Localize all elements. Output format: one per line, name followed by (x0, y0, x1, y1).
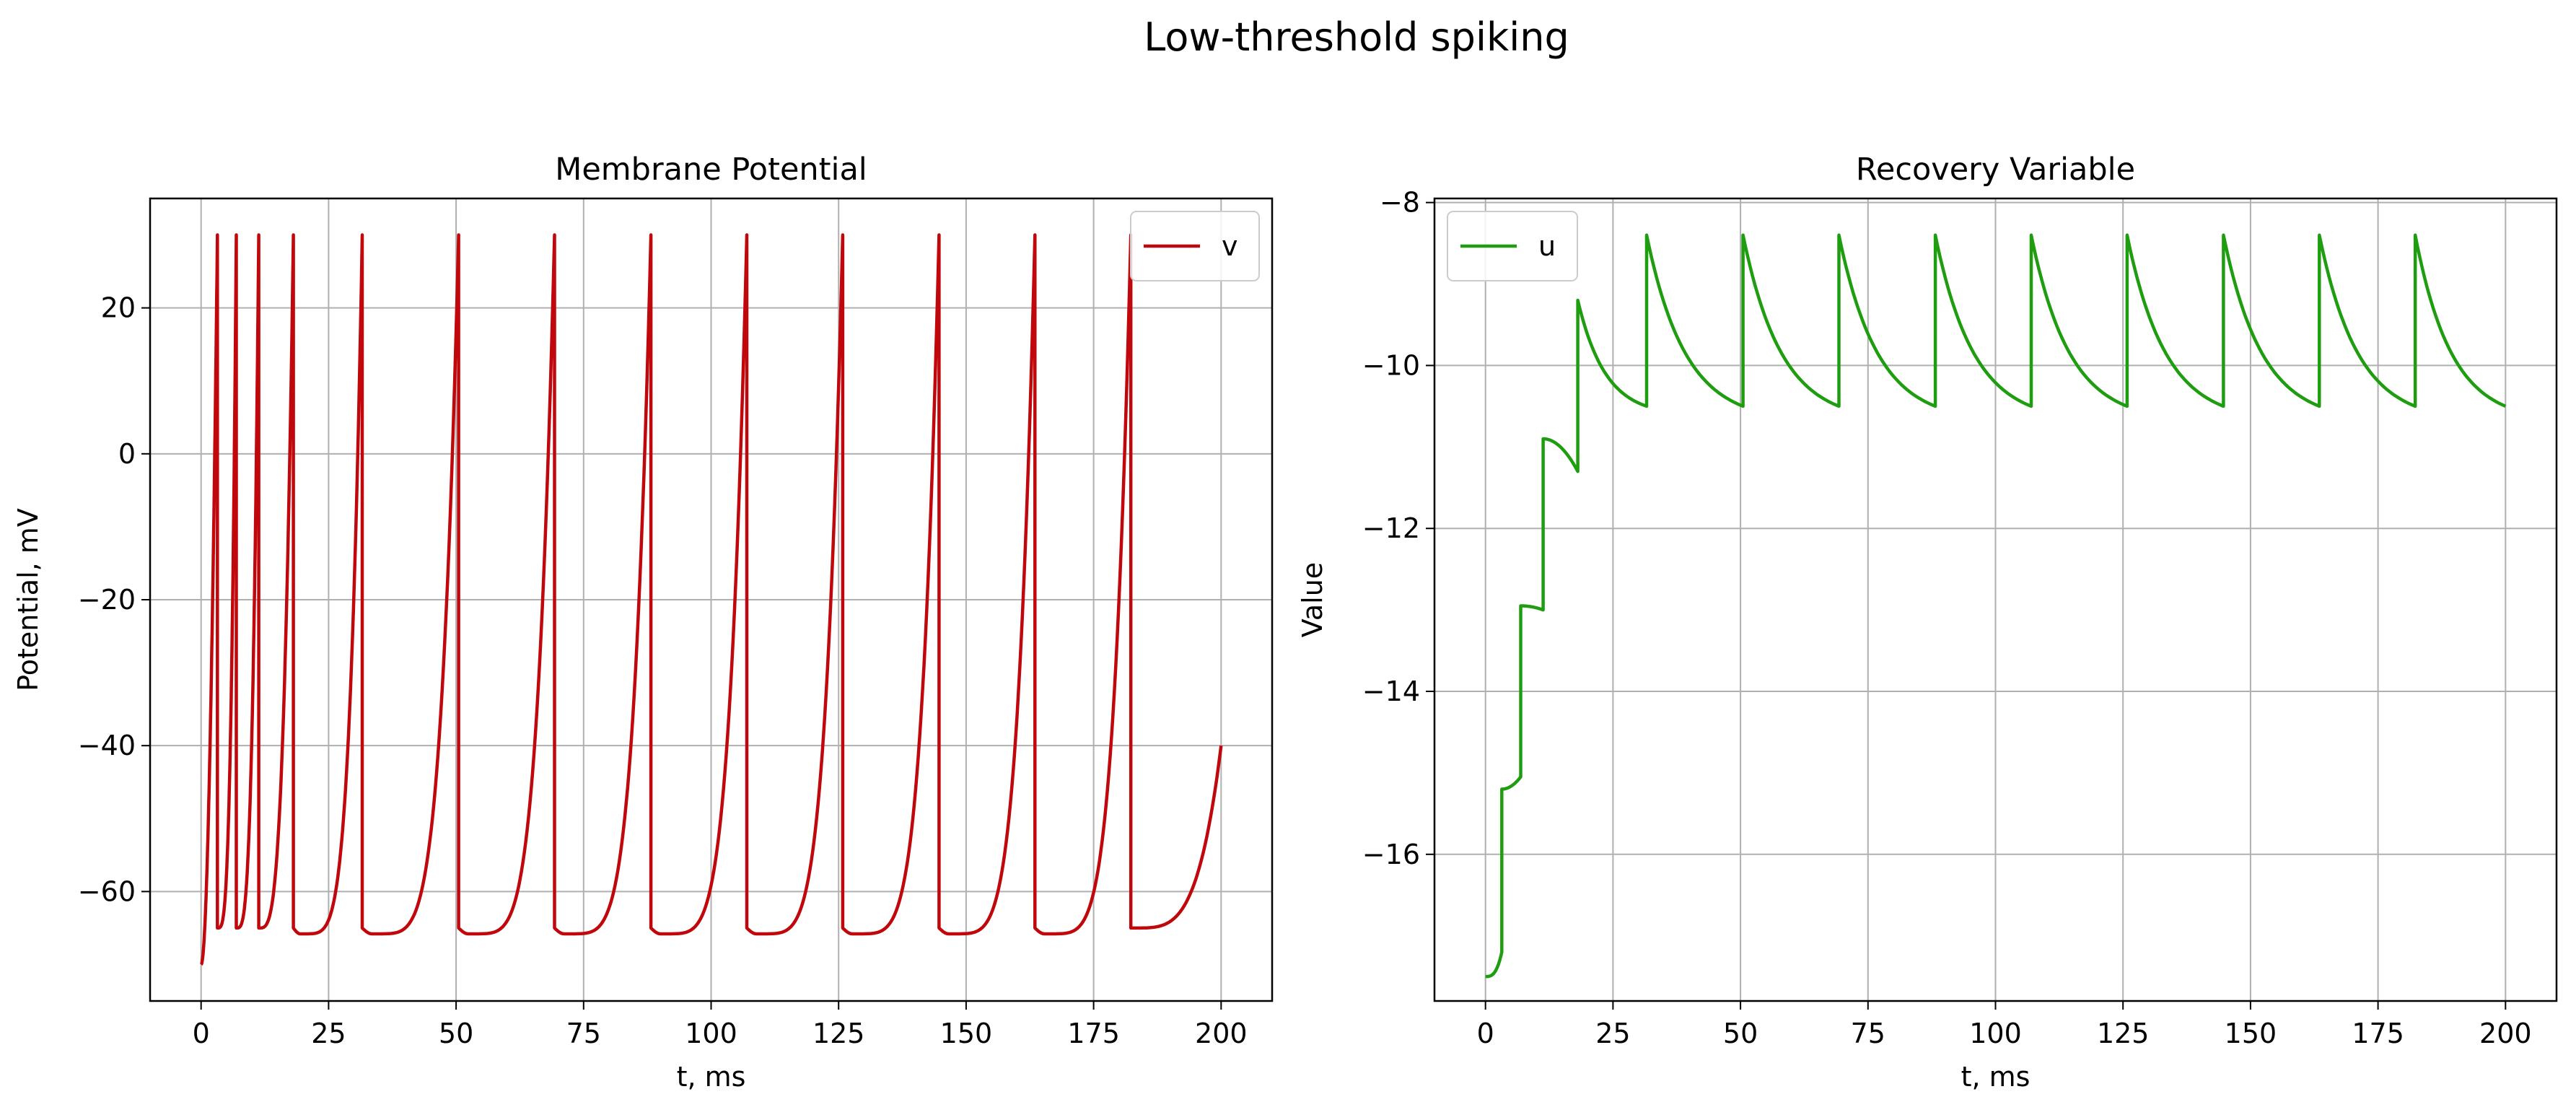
legend: v (1130, 211, 1260, 281)
x-tick-label: 150 (940, 1018, 993, 1049)
x-tick-label: 25 (311, 1018, 346, 1049)
y-tick-label: −20 (78, 584, 136, 616)
x-tick-label: 100 (1969, 1018, 2022, 1049)
x-tick-label: 175 (2352, 1018, 2404, 1049)
panel-title: Recovery Variable (1856, 152, 2135, 188)
y-tick-label: 0 (118, 438, 136, 470)
x-tick-label: 75 (1851, 1018, 1885, 1049)
x-tick-label: 50 (439, 1018, 473, 1049)
y-tick-label: −12 (1362, 512, 1420, 544)
x-axis-label: t, ms (677, 1061, 746, 1093)
x-tick-label: 125 (812, 1018, 865, 1049)
x-tick-label: 50 (1723, 1018, 1758, 1049)
x-axis-label: t, ms (1961, 1061, 2030, 1093)
x-tick-label: 75 (566, 1018, 601, 1049)
x-tick-label: 200 (1195, 1018, 1248, 1049)
recovery-variable-panel: 0 25 50 75 100 125 150 175 200 −16 −14 −12 −10 −8 Reco… (1297, 152, 2558, 1093)
y-tick-label: −14 (1362, 675, 1420, 707)
x-tick-label: 25 (1595, 1018, 1630, 1049)
x-tick-label: 150 (2225, 1018, 2277, 1049)
x-tick-label: 200 (2479, 1018, 2532, 1049)
series-line-v (199, 233, 1223, 966)
series-line-u (1484, 233, 2507, 979)
x-tick-label: 100 (685, 1018, 737, 1049)
y-axis-label: Value (1297, 562, 1328, 637)
membrane-potential-panel: 0 25 50 75 100 125 150 175 200 −60 −40 −20 0 20 Membra… (12, 152, 1274, 1093)
y-tick-label: −16 (1362, 839, 1420, 870)
y-axis-label: Potential, mV (12, 508, 44, 691)
y-tick-label: −40 (78, 730, 136, 761)
x-tick-label: 0 (1477, 1018, 1494, 1049)
panel-title: Membrane Potential (555, 152, 867, 188)
y-tick-label: 20 (101, 292, 136, 324)
x-tick-label: 0 (193, 1018, 210, 1049)
legend: u (1447, 211, 1578, 281)
y-tick-label: −8 (1380, 187, 1420, 219)
figure-suptitle: Low-threshold spiking (1144, 14, 1569, 60)
x-tick-label: 175 (1067, 1018, 1120, 1049)
legend-label: u (1538, 230, 1556, 262)
x-tick-label: 125 (2097, 1018, 2150, 1049)
y-tick-label: −10 (1362, 349, 1420, 381)
legend-label: v (1222, 230, 1238, 262)
y-tick-label: −60 (78, 875, 136, 907)
